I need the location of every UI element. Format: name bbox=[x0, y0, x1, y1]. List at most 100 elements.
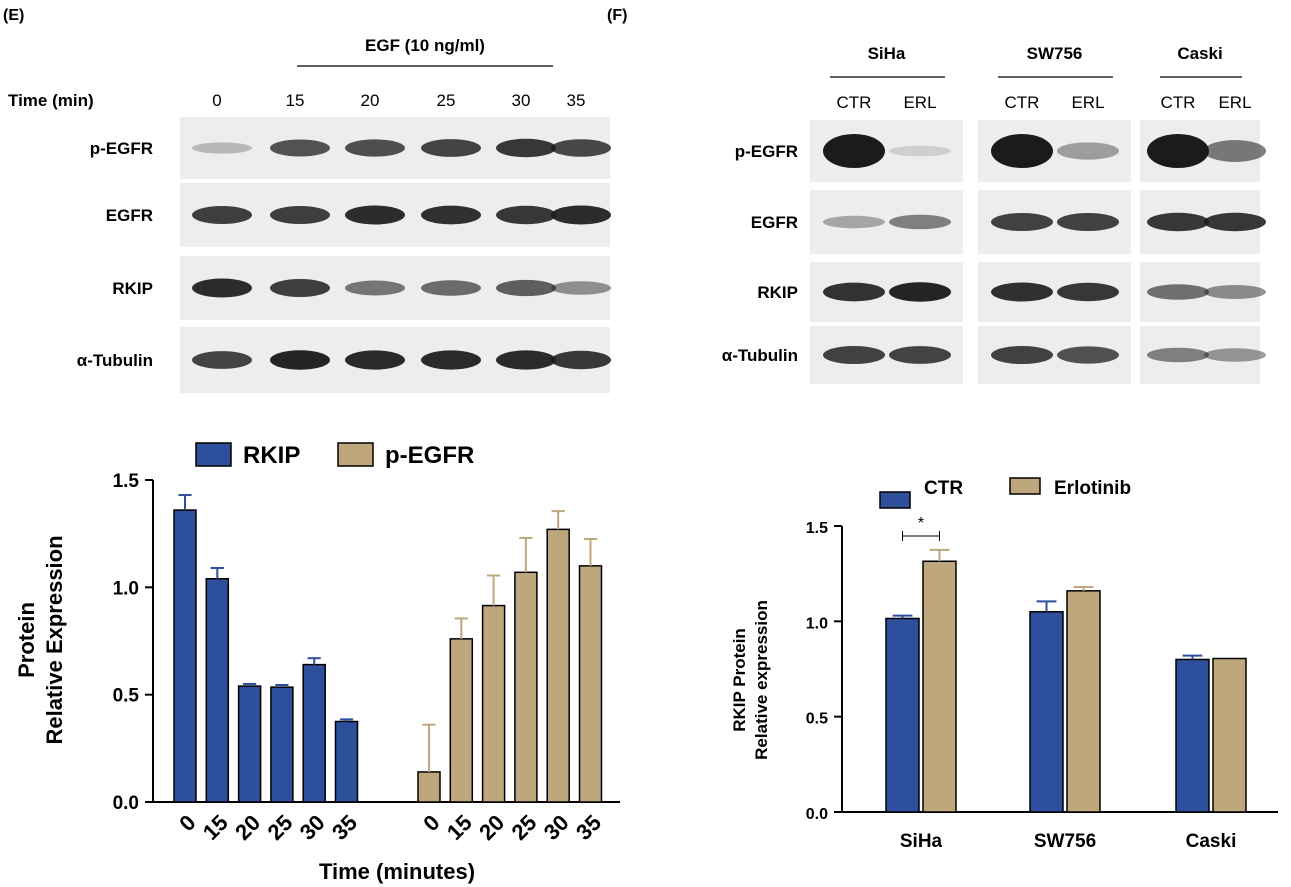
x-tick-label: 20 bbox=[474, 810, 509, 845]
blot-row-label: p-EGFR bbox=[735, 142, 798, 161]
blot-band bbox=[421, 350, 481, 370]
blot-band bbox=[551, 139, 611, 157]
x-tick-label: 25 bbox=[506, 810, 541, 845]
blot-band bbox=[551, 281, 611, 295]
legend-swatch bbox=[337, 442, 374, 467]
panel-label-f: (F) bbox=[607, 7, 627, 24]
lane-time-label: 15 bbox=[286, 91, 305, 110]
condition-label: CTR bbox=[1005, 93, 1040, 112]
lane-time-label: 35 bbox=[567, 91, 586, 110]
bar bbox=[334, 720, 359, 803]
blot-band bbox=[1057, 142, 1119, 160]
blot-row-label: α-Tubulin bbox=[722, 346, 798, 365]
x-tick-label: SW756 bbox=[1034, 831, 1096, 852]
bar bbox=[205, 577, 230, 803]
x-tick-label: 15 bbox=[442, 810, 477, 845]
condition-label: CTR bbox=[837, 93, 872, 112]
y-tick-label: 1.5 bbox=[113, 471, 140, 492]
blot-band bbox=[496, 279, 556, 297]
blot-band bbox=[823, 346, 885, 364]
y-tick-label: 0.5 bbox=[806, 711, 828, 728]
x-tick-label: 20 bbox=[230, 810, 265, 845]
blot-band bbox=[1204, 140, 1266, 162]
legend-swatch bbox=[1009, 477, 1041, 495]
x-axis-label: Time (minutes) bbox=[319, 859, 475, 884]
blot-band bbox=[823, 282, 885, 302]
blot-band bbox=[192, 351, 252, 369]
blot-band bbox=[551, 205, 611, 225]
legend-label: p-EGFR bbox=[385, 442, 474, 469]
blot-band bbox=[345, 350, 405, 370]
x-tick-label: 35 bbox=[571, 810, 606, 845]
blot-row-label: EGFR bbox=[751, 213, 798, 232]
blot-band bbox=[991, 282, 1053, 302]
blot-band bbox=[1057, 346, 1119, 364]
blot-band bbox=[551, 350, 611, 370]
blot-band bbox=[345, 280, 405, 296]
y-axis-label-line2: Relative expression bbox=[752, 600, 771, 760]
blot-row-label: RKIP bbox=[112, 279, 153, 298]
cell-line-label: Caski bbox=[1177, 44, 1222, 63]
blot-band bbox=[345, 139, 405, 157]
bar bbox=[1212, 657, 1247, 813]
bar bbox=[885, 617, 920, 813]
blot-band bbox=[1147, 347, 1209, 363]
blot-band bbox=[192, 206, 252, 224]
blot-band bbox=[1147, 212, 1209, 232]
blot-band bbox=[1147, 134, 1209, 168]
blot-row-label: p-EGFR bbox=[90, 139, 153, 158]
lane-time-label: 25 bbox=[437, 91, 456, 110]
significance-label: * bbox=[918, 515, 924, 532]
legend-label: RKIP bbox=[243, 442, 300, 469]
time-label: Time (min) bbox=[8, 91, 94, 110]
condition-label: ERL bbox=[903, 93, 936, 112]
blot-band bbox=[192, 142, 252, 154]
blot-band bbox=[421, 205, 481, 225]
x-tick-label: Caski bbox=[1186, 831, 1237, 852]
bar bbox=[1175, 658, 1210, 813]
x-tick-label: 25 bbox=[262, 810, 297, 845]
x-tick-label: 0 bbox=[174, 810, 200, 836]
y-tick-label: 0.0 bbox=[806, 806, 828, 823]
bar bbox=[1029, 611, 1064, 813]
blot-band bbox=[1204, 212, 1266, 232]
bar bbox=[302, 663, 326, 803]
lane-time-label: 0 bbox=[212, 91, 221, 110]
blot-row-label: EGFR bbox=[106, 206, 153, 225]
y-axis-label-line1: Protein bbox=[14, 602, 39, 678]
y-tick-label: 0.0 bbox=[113, 793, 139, 814]
x-tick-label: 0 bbox=[418, 810, 444, 836]
x-tick-label: 30 bbox=[295, 810, 330, 845]
panel-label-e: (E) bbox=[3, 7, 24, 24]
condition-label: CTR bbox=[1161, 93, 1196, 112]
western-blot-f: SiHa CTR ERL SW756 CTR ERL Caski CTR ERL p-EGFR EG… bbox=[722, 44, 1266, 384]
blot-band bbox=[421, 280, 481, 296]
y-tick-label: 1.0 bbox=[113, 578, 139, 599]
bar bbox=[417, 771, 441, 803]
blot-row-label: RKIP bbox=[757, 283, 798, 302]
bar bbox=[514, 571, 538, 803]
bar bbox=[237, 685, 262, 803]
blot-band bbox=[270, 279, 330, 297]
bar bbox=[270, 686, 294, 803]
legend-label: Erlotinib bbox=[1054, 478, 1131, 499]
blot-band bbox=[496, 350, 556, 370]
condition-label: ERL bbox=[1218, 93, 1251, 112]
y-axis-label-line2: Relative Expression bbox=[42, 535, 67, 744]
blot-band bbox=[1147, 284, 1209, 300]
y-tick-label: 1.0 bbox=[806, 615, 828, 632]
legend-swatch bbox=[195, 442, 232, 467]
blot-band bbox=[496, 205, 556, 225]
bar bbox=[173, 509, 197, 803]
bar bbox=[578, 565, 603, 803]
bar bbox=[922, 560, 957, 813]
blot-band bbox=[1204, 285, 1266, 299]
y-axis-label-line1: RKIP Protein bbox=[730, 628, 749, 732]
legend-label: CTR bbox=[924, 478, 963, 499]
y-tick-label: 0.5 bbox=[113, 686, 140, 707]
bar bbox=[481, 604, 506, 803]
blot-band bbox=[991, 213, 1053, 231]
lane-time-label: 30 bbox=[512, 91, 531, 110]
blot-band bbox=[889, 346, 951, 364]
